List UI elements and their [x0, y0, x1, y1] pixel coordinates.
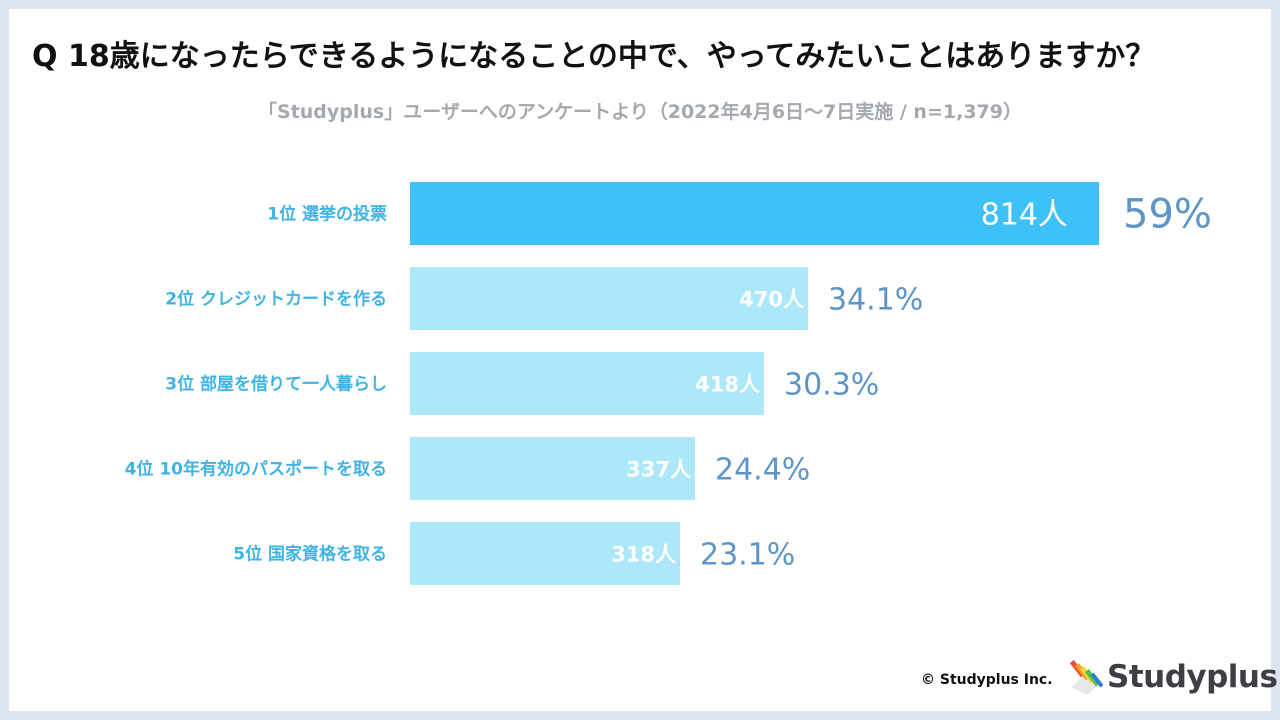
- bar-5: [410, 522, 680, 585]
- count-label: 418人: [695, 373, 760, 397]
- logo-text: Studyplus: [1107, 659, 1278, 695]
- bar-3: [410, 352, 764, 415]
- category-label: 1位 選挙の投票: [267, 204, 387, 225]
- bar-2: [410, 267, 808, 330]
- count-label: 318人: [611, 543, 676, 567]
- studyplus-logo: Studyplus: [1067, 657, 1278, 697]
- percent-label: 30.3%: [784, 368, 879, 403]
- bar-chart: 1位 選挙の投票 814人 59% 2位 クレジットカードを作る 470人 34.1% 3位…: [125, 182, 1212, 585]
- percent-label: 23.1%: [700, 538, 795, 573]
- chart-card: Q 18歳になったらできるようになることの中で、やってみたいことはありますか？ …: [9, 9, 1278, 711]
- percent-label: 59%: [1123, 192, 1212, 238]
- chart-subtitle: 「Studyplus」ユーザーへのアンケートより（2022年4月6日〜7日実施 …: [258, 101, 1022, 123]
- count-label: 337人: [626, 458, 691, 482]
- chart-title: Q 18歳になったらできるようになることの中で、やってみたいことはありますか？: [32, 39, 1156, 74]
- count-label: 470人: [739, 288, 804, 312]
- copyright-text: © Studyplus Inc.: [921, 672, 1053, 688]
- percent-label: 34.1%: [828, 283, 923, 318]
- category-label: 5位 国家資格を取る: [233, 544, 387, 565]
- category-label: 3位 部屋を借りて一人暮らし: [165, 374, 387, 395]
- category-label: 4位 10年有効のパスポートを取る: [125, 459, 387, 480]
- percent-label: 24.4%: [715, 453, 810, 488]
- stacked-books-pencil-icon: [1069, 660, 1103, 695]
- bar-1: [410, 182, 1099, 245]
- category-label: 2位 クレジットカードを作る: [165, 289, 387, 310]
- bar-4: [410, 437, 695, 500]
- count-label: 814人: [981, 198, 1068, 233]
